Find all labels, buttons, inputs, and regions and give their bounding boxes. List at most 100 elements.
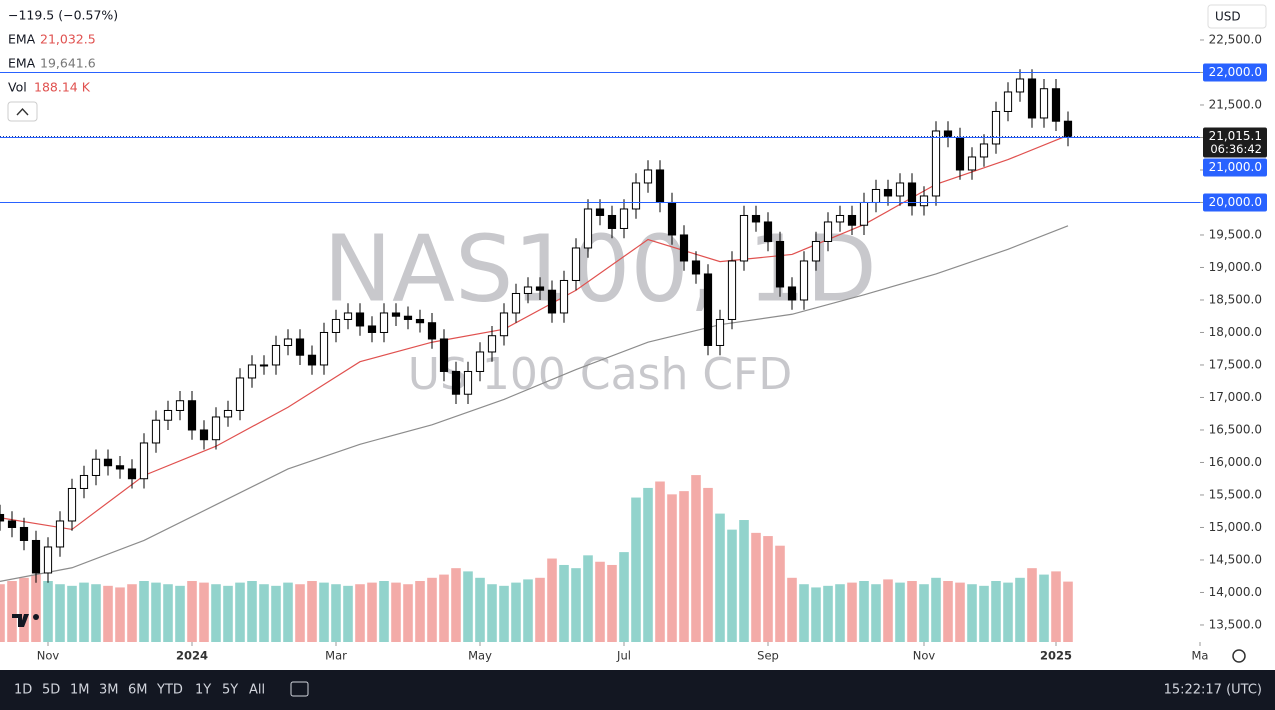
candle-body <box>547 289 557 314</box>
volume-bar <box>7 581 17 642</box>
volume-bar <box>1003 582 1013 642</box>
y-tick-label: 21,500.0 <box>1209 97 1262 111</box>
volume-bar <box>619 552 629 642</box>
candle-body <box>739 214 749 262</box>
volume-bar <box>331 584 341 642</box>
range-button[interactable]: 1M <box>70 683 90 698</box>
volume-bar <box>943 581 953 642</box>
candle-body <box>715 318 725 346</box>
y-tick-label: 19,000.0 <box>1209 260 1262 274</box>
candle-body <box>919 195 929 207</box>
x-tick-label: Nov <box>913 649 936 663</box>
candle-body <box>823 221 833 242</box>
x-tick-label: 2024 <box>176 649 208 663</box>
volume-bar <box>127 584 137 642</box>
volume-bar <box>775 545 785 642</box>
y-tick-label: 17,000.0 <box>1209 390 1262 404</box>
candle-body <box>679 234 689 262</box>
candle-body <box>751 214 761 223</box>
volume-bar <box>991 581 1001 642</box>
settings-icon[interactable] <box>1232 649 1246 663</box>
volume-bar <box>391 582 401 642</box>
volume-bar <box>1015 577 1025 642</box>
candle-body <box>319 331 329 366</box>
volume-bar <box>979 585 989 642</box>
date-range-icon[interactable] <box>290 681 309 697</box>
range-button[interactable]: 1D <box>14 683 32 698</box>
volume-bar <box>67 585 77 642</box>
level-label-box <box>1203 158 1267 177</box>
volume-bar <box>367 582 377 642</box>
volume-bar <box>403 584 413 642</box>
watermark: NAS100, 1D US 100 Cash CFD <box>323 215 877 400</box>
volume-bar <box>763 536 773 642</box>
candle-body <box>967 156 977 171</box>
volume-bar <box>235 582 245 642</box>
volume-bar <box>583 555 593 642</box>
volume-bar <box>223 585 233 642</box>
volume-bar <box>703 487 713 642</box>
candle-body <box>187 400 197 431</box>
candle-body <box>31 539 41 574</box>
volume-bar <box>1027 568 1037 642</box>
y-tick-label: 18,500.0 <box>1209 292 1262 306</box>
y-tick-label: 16,500.0 <box>1209 422 1262 436</box>
y-tick-label: 14,500.0 <box>1209 552 1262 566</box>
currency-box[interactable] <box>1207 4 1267 29</box>
range-button[interactable]: All <box>249 683 265 698</box>
indicator-value: 21,032.5 <box>40 32 96 47</box>
volume-bar <box>19 577 29 642</box>
candle-body <box>619 208 629 229</box>
candle-body <box>859 201 869 226</box>
candle-body <box>799 260 809 301</box>
currency-label[interactable]: USD <box>1215 10 1241 24</box>
candle-body <box>115 465 125 470</box>
candle-body <box>355 312 365 327</box>
candle-body <box>931 130 941 197</box>
volume-bar <box>955 582 965 642</box>
tv-logo <box>12 614 39 627</box>
candle-body <box>643 169 653 184</box>
volume-bar <box>499 585 509 642</box>
level-label-box <box>1203 193 1267 212</box>
range-button[interactable]: YTD <box>156 683 183 698</box>
volume-bar <box>595 561 605 642</box>
volume-bar <box>739 520 749 642</box>
y-tick-label: 16,000.0 <box>1209 455 1262 469</box>
indicator-value: 19,641.6 <box>40 56 96 71</box>
candle-body <box>1015 78 1025 93</box>
range-buttons: 1D 5D 1M 3M 6M YTD 1Y 5Y All 15:22:17 (U… <box>14 681 1262 698</box>
logo-shape <box>12 614 31 627</box>
volume-bar <box>691 475 701 642</box>
ema-line <box>0 225 1069 583</box>
indicator-value: 188.14 K <box>34 80 91 95</box>
currency-button[interactable]: USD <box>1207 4 1267 29</box>
range-button[interactable]: 1Y <box>195 683 211 698</box>
candle-body <box>583 208 593 249</box>
candle-body <box>727 260 737 320</box>
volume-bar <box>559 564 569 642</box>
range-button[interactable]: 5D <box>42 683 60 698</box>
candle-body <box>7 520 17 528</box>
candle-body <box>595 208 605 216</box>
volume-bar <box>343 585 353 642</box>
y-tick-label: 22,500.0 <box>1209 32 1262 46</box>
volume-bar <box>895 582 905 642</box>
candle-body <box>907 182 917 207</box>
volume-bar <box>715 513 725 642</box>
collapse-button[interactable] <box>7 101 38 122</box>
volume-bar <box>259 584 269 642</box>
y-tick-label: 18,000.0 <box>1209 325 1262 339</box>
candle-body <box>163 409 173 421</box>
candle-body <box>811 240 821 262</box>
volume-bar <box>451 568 461 642</box>
volume-bar <box>811 587 821 642</box>
range-button[interactable]: 3M <box>99 683 119 698</box>
range-button[interactable]: 5Y <box>222 683 238 698</box>
volume-bar <box>907 581 917 642</box>
range-button[interactable]: 6M <box>128 683 148 698</box>
logo-dot <box>33 614 39 620</box>
candle-body <box>955 136 965 171</box>
candle-body <box>295 338 305 356</box>
